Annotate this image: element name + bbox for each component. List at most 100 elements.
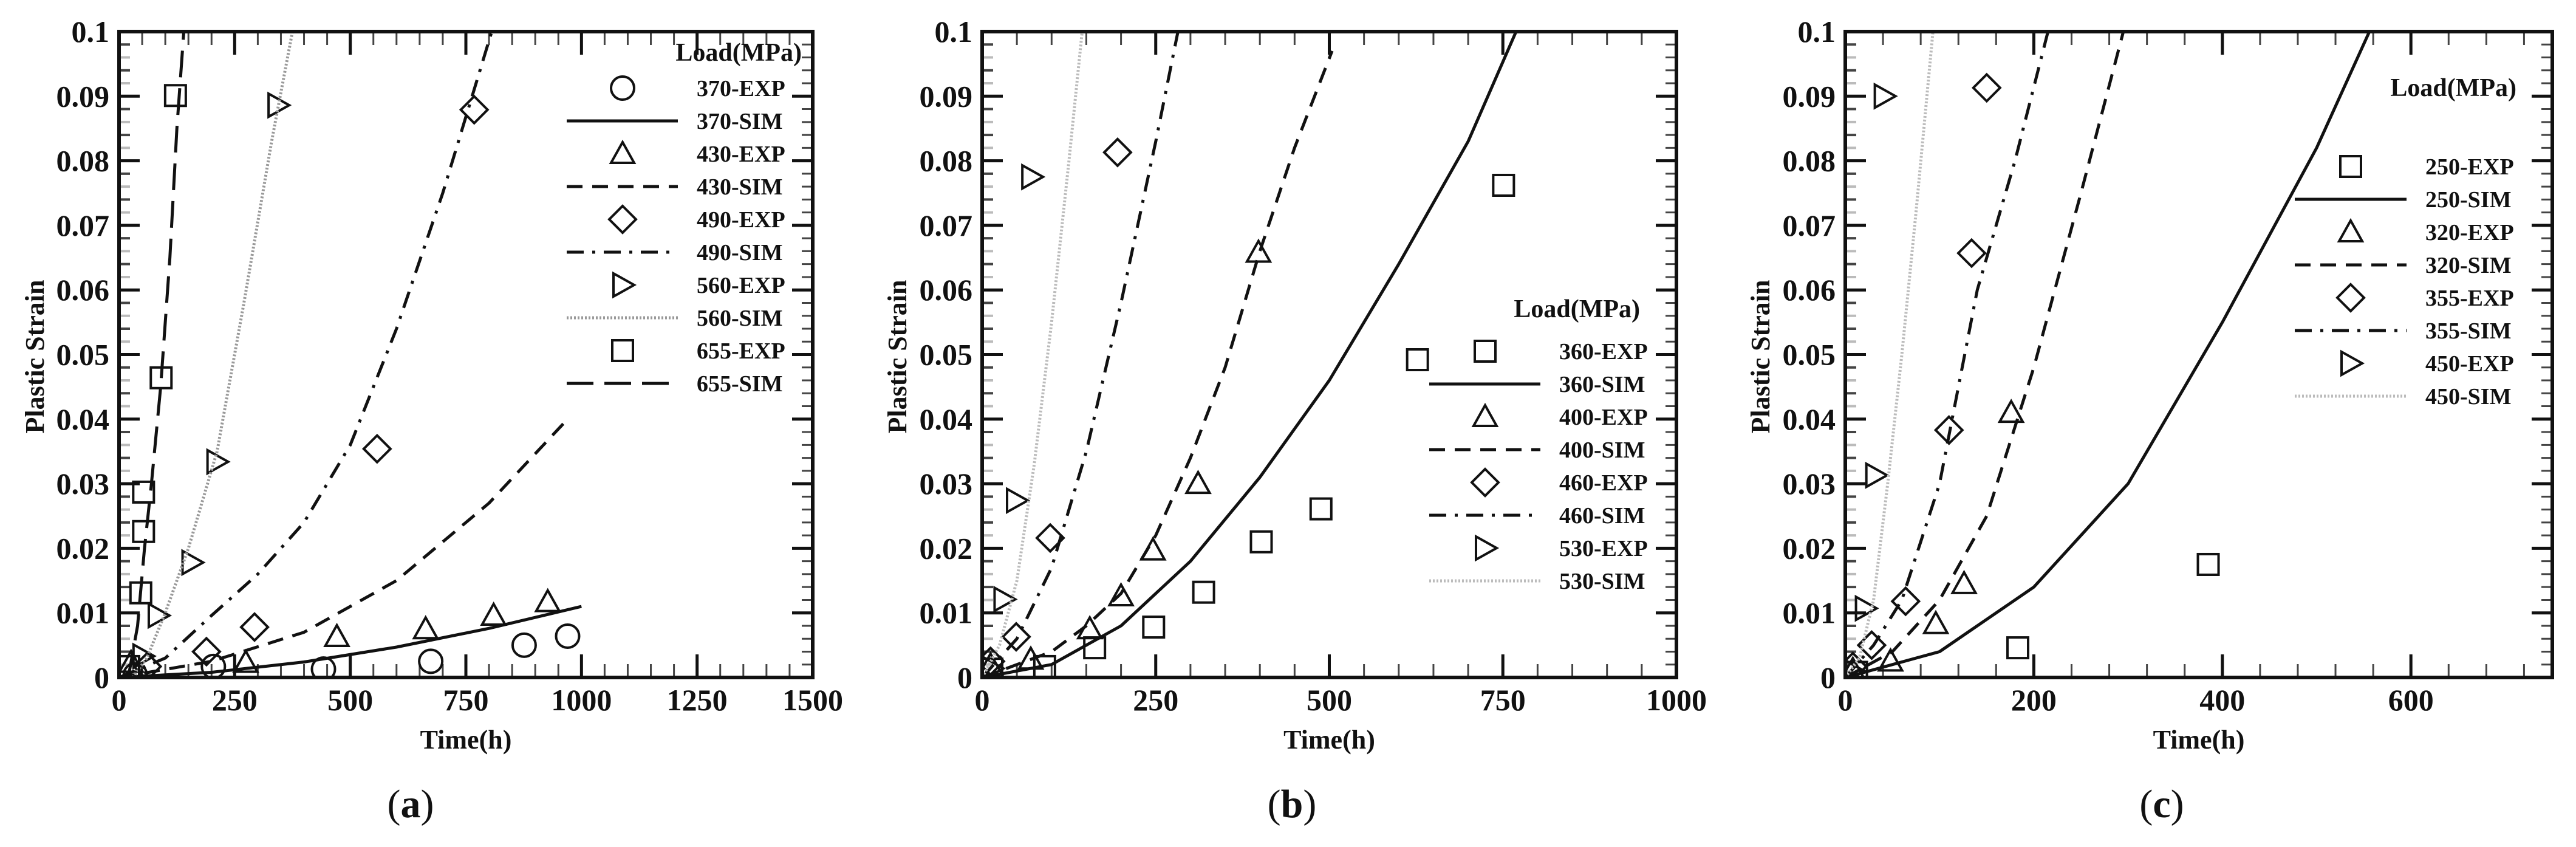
subfigure-caption: (b) [1268,782,1317,826]
legend-marker-450-EXP [2340,349,2365,377]
legend-label: 400-SIM [1559,437,1645,463]
caption-close: ) [1303,782,1316,826]
y-tick-label: 0.01 [920,596,973,630]
data-point-490-EXP [191,636,222,667]
series-points-430-EXP [119,588,562,673]
data-point-370-EXP [511,632,537,658]
data-point-450-EXP [1873,82,1898,110]
data-point-250-EXP [2196,552,2220,576]
legend-label: 320-EXP [2425,220,2514,245]
x-tick-label: 250 [1133,683,1178,717]
legend-label: 490-EXP [697,207,785,233]
data-point-430-EXP [412,615,440,640]
data-point-360-EXP [1192,580,1215,604]
data-point-355-EXP [1845,651,1868,677]
data-point-370-EXP [200,653,227,677]
legend-label: 430-EXP [697,142,785,167]
x-tick-label: 0 [112,683,127,717]
series-points-400-EXP [982,238,1273,676]
data-point-530-EXP [993,585,1018,613]
y-tick-label: 0.1 [935,15,973,49]
legend-label: 430-SIM [697,174,782,200]
legend-label: 360-SIM [1559,372,1645,397]
legend-label: 355-EXP [2425,286,2514,311]
data-point-360-EXP [1492,173,1515,197]
series-line-490-SIM [119,32,493,677]
plot-area [982,32,1518,677]
data-point-320-EXP [1950,569,1978,594]
y-tick-label: 0.03 [920,467,973,501]
legend-label: 530-SIM [1559,569,1645,594]
series-line-560-SIM [131,32,294,677]
data-point-430-EXP [534,588,562,612]
plot-area [1845,32,2371,677]
data-point-355-EXP [1890,586,1921,617]
legend-marker-355-EXP [2335,283,2366,313]
caption-open: ( [2139,782,2153,826]
series-line-530-SIM [982,32,1084,677]
y-tick-label: 0.07 [56,208,110,242]
legend-label: 450-EXP [2425,351,2514,377]
y-axis-title: Plastic Strain [20,280,50,434]
x-tick-label: 500 [1307,683,1352,717]
y-tick-label: 0.07 [1783,208,1836,242]
y-tick-label: 0.08 [56,144,110,178]
y-tick-label: 0.09 [56,79,110,113]
data-point-655-EXP [163,84,187,108]
y-tick-label: 0.04 [920,402,973,436]
series-points-490-EXP [132,94,490,677]
data-point-560-EXP [181,549,206,577]
legend-label: 450-SIM [2425,384,2511,410]
y-tick-label: 0.03 [56,467,110,501]
series-points-355-EXP [1845,72,2002,677]
chart-c: 0 0.01 0.02 0.03 0.04 0.05 0.06 0.07 0.08 0.09 0.1… [1746,15,2554,826]
series-line-320-SIM [1845,32,2125,677]
x-tick-label: 600 [2388,683,2434,717]
data-point-530-EXP [1006,487,1031,515]
legend-marker-530-EXP [1475,534,1500,562]
x-tick-label: 250 [212,683,258,717]
legend-label: 460-EXP [1559,470,1648,496]
x-axis-title: Time(h) [420,725,512,755]
data-point-370-EXP [418,648,444,674]
legend-marker-250-EXP [2339,155,2362,178]
y-tick-label: 0.07 [920,208,973,242]
caption-letter: a [401,782,421,826]
data-point-355-EXP [1956,238,1987,269]
data-point-320-EXP [1922,609,1950,634]
caption-open: ( [1268,782,1281,826]
legend-label: 655-SIM [697,371,782,397]
data-point-450-EXP [1865,461,1890,489]
y-tick-label: 0 [957,660,972,694]
data-point-430-EXP [480,601,508,626]
legend-marker-460-EXP [1470,467,1500,498]
data-point-560-EXP [147,602,173,629]
series-line-430-SIM [119,418,569,677]
y-tick-label: 0.05 [920,338,973,372]
series-points-360-EXP [982,173,1515,677]
legend-label: 560-SIM [697,306,782,331]
data-point-355-EXP [1933,415,1964,445]
legend: Load(MPa) 360-EXP 360-SIM 400-EXP 400-SIM 460… [1429,295,1648,594]
data-point-250-EXP [2006,636,2030,660]
legend-label: 370-EXP [697,76,785,101]
y-tick-label: 0 [94,660,109,694]
y-axis-title: Plastic Strain [883,280,912,434]
legend-label: 355-SIM [2425,318,2511,344]
legend-marker-430-EXP [609,139,637,164]
data-point-370-EXP [555,623,581,649]
legend-label: 250-SIM [2425,187,2511,213]
series-line-460-SIM [982,32,1180,677]
x-tick-label: 0 [975,683,990,717]
y-tick-label: 0.04 [1783,402,1836,436]
y-tick-label: 0 [1820,660,1836,694]
x-tick-label: 500 [327,683,373,717]
legend-marker-360-EXP [1474,340,1497,363]
chart-b: 0 0.01 0.02 0.03 0.04 0.05 0.06 0.07 0.08 0.09 0.1… [883,15,1707,826]
x-tick-label: 0 [1838,683,1853,717]
y-tick-label: 0.06 [1783,273,1836,307]
x-axis-title: Time(h) [2153,725,2245,755]
data-point-490-EXP [459,94,490,125]
y-tick-label: 0.05 [1783,338,1836,372]
caption-close: ) [2171,782,2184,826]
